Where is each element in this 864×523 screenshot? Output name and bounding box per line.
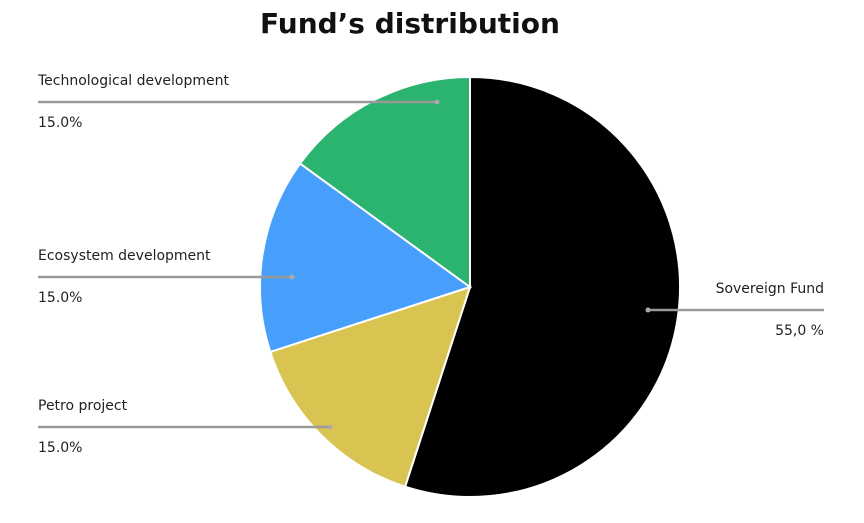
slice-label: Petro project (38, 398, 128, 414)
slice-label: Technological development (37, 73, 230, 89)
pie-slice (259, 162, 473, 354)
chart-title: Fund’s distribution (260, 7, 560, 40)
value-label: 15.0% (38, 290, 82, 306)
leader-dot (327, 424, 333, 430)
pie-slice (269, 285, 472, 488)
value-label: 15.0% (38, 440, 82, 456)
slice-label: Sovereign Fund (716, 281, 824, 297)
leader-dot (434, 99, 440, 105)
slice-label: Ecosystem development (38, 248, 211, 264)
value-label: 55,0 % (775, 323, 824, 339)
leader-dot (645, 307, 651, 313)
leader-dot (289, 274, 295, 280)
pie-slice (403, 75, 681, 498)
pie-slice (298, 75, 471, 289)
value-label: 15.0% (38, 115, 82, 131)
